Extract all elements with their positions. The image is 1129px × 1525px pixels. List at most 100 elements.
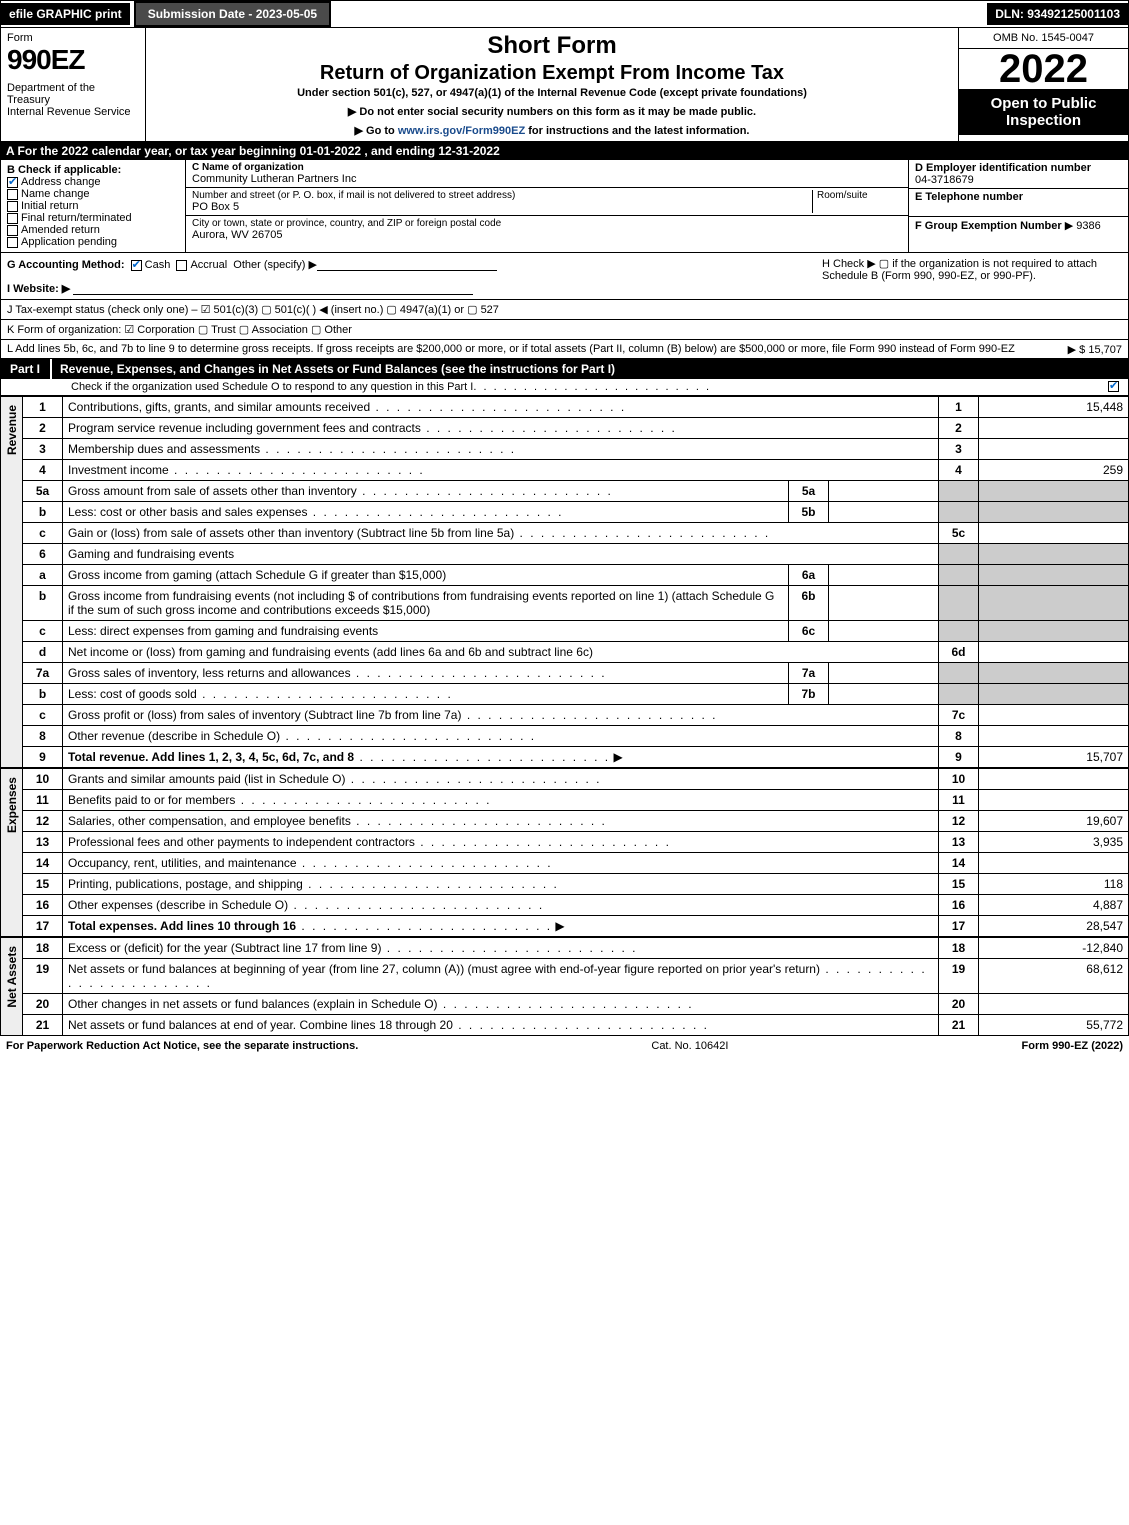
chk-amended-return[interactable]: Amended return (7, 224, 179, 236)
street-cell: Number and street (or P. O. box, if mail… (186, 188, 908, 216)
line-5c-desc: Gain or (loss) from sale of assets other… (68, 526, 514, 540)
part1-sub-text: Check if the organization used Schedule … (71, 381, 473, 393)
chk-cash[interactable] (131, 260, 142, 271)
chk-initial-return[interactable]: Initial return (7, 200, 179, 212)
room-label: Room/suite (817, 190, 902, 201)
line-3-desc: Membership dues and assessments (68, 442, 260, 456)
l-value: ▶ $ 15,707 (1068, 343, 1122, 356)
f-group: F Group Exemption Number ▶ 9386 (909, 217, 1128, 245)
line-18-val: -12,840 (979, 938, 1129, 959)
line-7a-desc: Gross sales of inventory, less returns a… (68, 666, 351, 680)
c-name-label: C Name of organization (192, 162, 304, 173)
page-footer: For Paperwork Reduction Act Notice, see … (0, 1036, 1129, 1056)
line-19-desc: Net assets or fund balances at beginning… (68, 962, 820, 976)
chk-application-pending[interactable]: Application pending (7, 236, 179, 248)
k-text: K Form of organization: ☑ Corporation ▢ … (7, 324, 352, 336)
line-6d-desc: Net income or (loss) from gaming and fun… (68, 645, 593, 659)
line-5b-desc: Less: cost or other basis and sales expe… (68, 505, 307, 519)
line-9-desc: Total revenue. Add lines 1, 2, 3, 4, 5c,… (68, 750, 354, 764)
h-schedule-b: H Check ▶ ▢ if the organization is not r… (822, 257, 1122, 282)
city-label: City or town, state or province, country… (192, 218, 902, 229)
other-specify-line[interactable] (317, 257, 497, 271)
line-1-num: 1 (23, 397, 63, 418)
line-4-val: 259 (979, 460, 1129, 481)
k-org-form: K Form of organization: ☑ Corporation ▢ … (0, 320, 1129, 340)
line-1-val: 15,448 (979, 397, 1129, 418)
l-text: L Add lines 5b, 6c, and 7b to line 9 to … (7, 343, 1015, 355)
line-6a-desc: Gross income from gaming (attach Schedul… (68, 568, 446, 582)
line-2-desc: Program service revenue including govern… (68, 421, 421, 435)
website-line[interactable] (73, 281, 473, 295)
chk-final-return[interactable]: Final return/terminated (7, 212, 179, 224)
header-left: Form 990EZ Department of the Treasury In… (1, 28, 146, 141)
irs-link[interactable]: www.irs.gov/Form990EZ (398, 125, 525, 137)
short-form-title: Short Form (154, 32, 950, 60)
form-number: 990EZ (7, 44, 139, 76)
line-16-val: 4,887 (979, 895, 1129, 916)
revenue-vlabel: Revenue (0, 396, 22, 768)
line-12-desc: Salaries, other compensation, and employ… (68, 814, 351, 828)
chk-address-change[interactable]: Address change (7, 176, 179, 188)
city-cell: City or town, state or province, country… (186, 216, 908, 244)
city-value: Aurora, WV 26705 (192, 229, 902, 241)
omb-number: OMB No. 1545-0047 (959, 28, 1128, 49)
line-13-val: 3,935 (979, 832, 1129, 853)
group-value: ▶ 9386 (1065, 220, 1101, 232)
col-b-checkboxes: B Check if applicable: Address change Na… (1, 160, 186, 252)
line-7c-desc: Gross profit or (loss) from sales of inv… (68, 708, 461, 722)
street-value: PO Box 5 (192, 201, 812, 213)
part1-sub-check[interactable] (1108, 381, 1119, 392)
expenses-vlabel: Expenses (0, 768, 22, 937)
dln-label: DLN: 93492125001103 (987, 3, 1128, 25)
line-19-val: 68,612 (979, 959, 1129, 994)
efile-label[interactable]: efile GRAPHIC print (1, 3, 130, 25)
netassets-block: Net Assets 18Excess or (deficit) for the… (0, 937, 1129, 1036)
f-label: F Group Exemption Number (915, 220, 1062, 232)
part1-header: Part I Revenue, Expenses, and Changes in… (0, 359, 1129, 379)
expenses-block: Expenses 10Grants and similar amounts pa… (0, 768, 1129, 937)
org-name: Community Lutheran Partners Inc (192, 173, 902, 185)
revenue-block: Revenue 1Contributions, gifts, grants, a… (0, 396, 1129, 768)
footer-left: For Paperwork Reduction Act Notice, see … (6, 1040, 358, 1052)
submission-date: Submission Date - 2023-05-05 (134, 1, 331, 27)
line-21-val: 55,772 (979, 1015, 1129, 1036)
ein-value: 04-3718679 (915, 174, 974, 186)
tax-year: 2022 (959, 49, 1128, 89)
dept-label: Department of the Treasury Internal Reve… (7, 82, 139, 118)
revenue-table: 1Contributions, gifts, grants, and simil… (22, 396, 1129, 768)
line-15-desc: Printing, publications, postage, and shi… (68, 877, 303, 891)
g-label: G Accounting Method: (7, 259, 125, 271)
e-label: E Telephone number (915, 191, 1023, 203)
org-name-cell: C Name of organization Community Luthera… (186, 160, 908, 188)
i-website: I Website: ▶ (7, 281, 1122, 295)
line-12-val: 19,607 (979, 811, 1129, 832)
line-6b-desc: Gross income from fundraising events (no… (68, 589, 774, 617)
line-8-desc: Other revenue (describe in Schedule O) (68, 729, 280, 743)
col-def: D Employer identification number 04-3718… (908, 160, 1128, 252)
chk-name-change[interactable]: Name change (7, 188, 179, 200)
top-bar: efile GRAPHIC print Submission Date - 20… (0, 0, 1129, 28)
header-center: Short Form Return of Organization Exempt… (146, 28, 958, 141)
street-label: Number and street (or P. O. box, if mail… (192, 190, 812, 201)
section-ghi: G Accounting Method: Cash Accrual Other … (0, 253, 1129, 300)
line-17-val: 28,547 (979, 916, 1129, 937)
form-header: Form 990EZ Department of the Treasury In… (0, 28, 1129, 142)
row-a-period: A For the 2022 calendar year, or tax yea… (0, 142, 1129, 160)
line-6-desc: Gaming and fundraising events (63, 544, 939, 565)
line-4-desc: Investment income (68, 463, 169, 477)
netassets-vlabel: Net Assets (0, 937, 22, 1036)
line-18-desc: Excess or (deficit) for the year (Subtra… (68, 941, 381, 955)
line-5a-desc: Gross amount from sale of assets other t… (68, 484, 357, 498)
netassets-table: 18Excess or (deficit) for the year (Subt… (22, 937, 1129, 1036)
line-16-desc: Other expenses (describe in Schedule O) (68, 898, 288, 912)
expenses-table: 10Grants and similar amounts paid (list … (22, 768, 1129, 937)
part1-title: Revenue, Expenses, and Changes in Net As… (52, 359, 623, 379)
ssn-note: ▶ Do not enter social security numbers o… (154, 105, 950, 118)
main-title: Return of Organization Exempt From Incom… (154, 62, 950, 85)
j-tax-status: J Tax-exempt status (check only one) – ☑… (0, 300, 1129, 320)
line-21-desc: Net assets or fund balances at end of ye… (68, 1018, 453, 1032)
col-c-org-info: C Name of organization Community Luthera… (186, 160, 908, 252)
line-17-desc: Total expenses. Add lines 10 through 16 (68, 919, 296, 933)
chk-accrual[interactable] (176, 260, 187, 271)
line-10-desc: Grants and similar amounts paid (list in… (68, 772, 345, 786)
